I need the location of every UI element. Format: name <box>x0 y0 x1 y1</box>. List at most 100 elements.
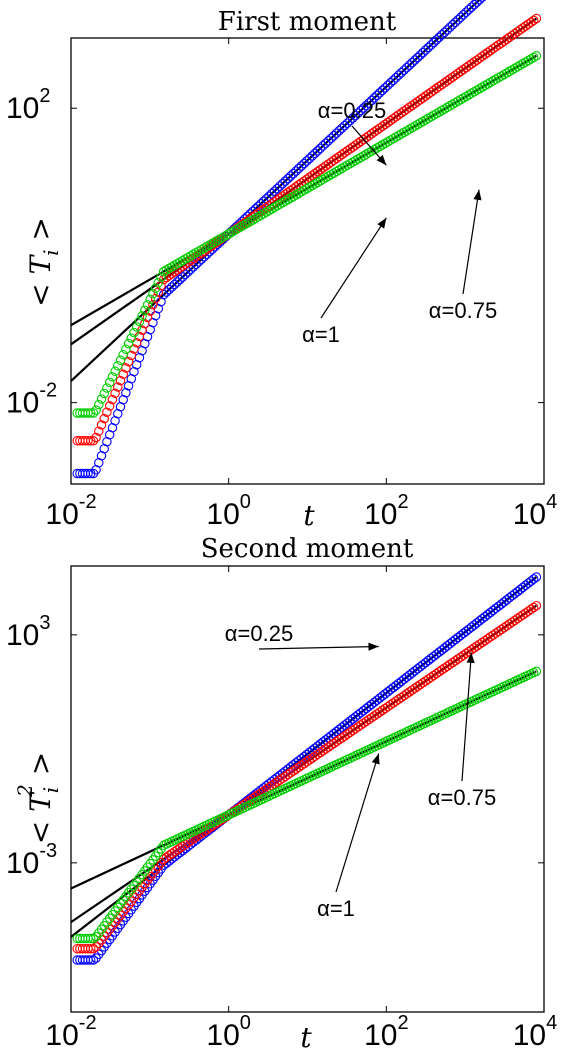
data-point <box>85 408 96 418</box>
data-point <box>245 216 255 227</box>
data-point <box>478 0 487 2</box>
data-point <box>458 9 469 20</box>
x-tick-label: 10-2 <box>45 1012 96 1052</box>
data-point <box>401 126 412 136</box>
x-axis-label: t <box>300 1021 312 1054</box>
fit-line-2 <box>70 54 537 327</box>
data-point <box>466 2 477 12</box>
data-point <box>331 128 342 138</box>
x-tick-label: 102 <box>364 1012 409 1052</box>
data-point <box>88 933 99 944</box>
data-point <box>364 147 374 158</box>
data-point <box>396 129 407 139</box>
data-point <box>339 162 350 172</box>
data-point <box>83 436 93 446</box>
data-point <box>523 55 534 66</box>
data-point <box>369 144 380 155</box>
plot-frame <box>70 565 545 1013</box>
data-point <box>269 202 280 213</box>
data-point <box>426 40 436 50</box>
data-point <box>291 166 301 176</box>
data-point <box>385 135 396 145</box>
annotation-label: α=0.25 <box>225 621 293 646</box>
data-point <box>253 212 263 222</box>
data-point <box>167 262 177 272</box>
data-point <box>280 176 290 186</box>
svg-text:< Ti >: < Ti > <box>24 217 63 307</box>
data-point <box>345 158 355 169</box>
x-axis-label: t <box>303 499 315 532</box>
data-point <box>464 90 474 100</box>
data-point <box>315 143 326 154</box>
data-point <box>275 181 285 191</box>
data-point <box>377 85 388 96</box>
data-point <box>488 76 498 86</box>
annotation-0: α=0.25 <box>225 621 379 651</box>
data-point <box>350 155 361 166</box>
data-point <box>531 13 542 24</box>
data-point <box>169 279 180 290</box>
data-point <box>288 191 299 202</box>
data-point <box>258 208 269 219</box>
data-point <box>320 172 331 183</box>
data-point <box>455 94 466 105</box>
data-point <box>167 282 177 292</box>
data-point <box>277 198 288 208</box>
data-point <box>102 383 112 393</box>
data-point <box>296 161 307 171</box>
data-point <box>123 338 134 349</box>
data-point <box>415 50 425 60</box>
markers <box>72 0 542 479</box>
data-point <box>283 194 293 205</box>
data-point <box>453 15 463 25</box>
data-point <box>445 22 455 33</box>
data-point <box>88 436 99 446</box>
data-point <box>466 88 477 99</box>
y-tick-label: 10-2 <box>6 380 57 420</box>
data-point <box>156 272 166 282</box>
data-point <box>231 224 242 235</box>
data-point <box>131 322 142 332</box>
data-point <box>239 219 250 230</box>
data-point <box>207 238 218 249</box>
x-tick-label: 10-2 <box>45 491 96 531</box>
annotation-1: α=0.75 <box>429 189 497 323</box>
data-point <box>499 69 509 80</box>
series-0-markers <box>72 572 542 965</box>
data-point <box>158 289 169 300</box>
data-point <box>528 602 539 613</box>
data-point <box>318 174 328 185</box>
data-point <box>342 118 353 128</box>
data-point <box>91 432 101 443</box>
data-point <box>356 105 366 116</box>
data-point <box>218 232 228 242</box>
data-point <box>526 54 536 64</box>
data-point <box>464 4 474 15</box>
data-point <box>374 141 385 152</box>
data-point <box>426 112 436 122</box>
data-point <box>383 80 393 91</box>
annotation-label: α=1 <box>317 896 355 921</box>
data-point <box>391 132 401 142</box>
annotation-arrow <box>461 652 473 782</box>
chart-title: Second moment <box>201 534 414 564</box>
data-point <box>323 171 334 181</box>
plot-frame <box>70 37 545 485</box>
annotation-1: α=0.75 <box>428 652 496 810</box>
data-point <box>428 110 439 120</box>
data-point <box>96 420 107 430</box>
data-point <box>88 408 99 418</box>
data-point <box>121 344 131 354</box>
data-point <box>261 207 272 217</box>
data-point <box>288 168 299 179</box>
data-point <box>310 179 320 189</box>
data-point <box>377 140 388 150</box>
annotation-arrowhead <box>371 753 380 765</box>
data-point <box>223 229 234 239</box>
data-point <box>172 277 182 287</box>
data-point <box>102 407 112 417</box>
data-point <box>480 80 490 91</box>
data-point <box>177 272 188 282</box>
data-point <box>380 83 390 93</box>
data-point <box>177 255 188 266</box>
